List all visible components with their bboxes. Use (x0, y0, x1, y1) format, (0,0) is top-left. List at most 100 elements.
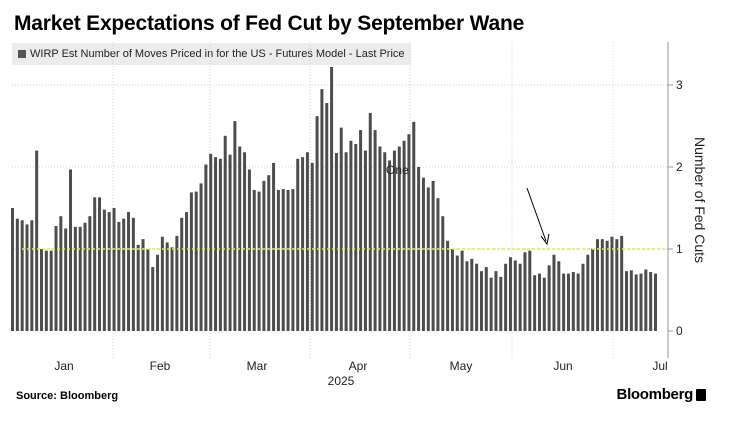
bar (518, 263, 522, 331)
legend: WIRP Est Number of Moves Priced in for t… (12, 43, 411, 65)
bar (252, 189, 256, 331)
bar (455, 255, 459, 331)
bar (228, 154, 232, 331)
bar (136, 244, 140, 331)
y-tick-label: 2 (676, 160, 683, 174)
bar (175, 235, 179, 331)
bar (102, 209, 106, 331)
bar (180, 217, 184, 331)
bar (11, 208, 14, 331)
bar (402, 140, 406, 331)
bar (291, 189, 295, 331)
bar (141, 239, 145, 331)
bar (499, 276, 503, 331)
bar (214, 157, 218, 331)
y-axis-title: Number of Fed Cuts (692, 137, 708, 263)
bar (185, 212, 189, 331)
bar (267, 175, 271, 331)
bar (204, 164, 208, 331)
bar (73, 226, 77, 331)
x-tick-label: Feb (150, 359, 171, 373)
bar (25, 224, 29, 331)
bar (431, 180, 435, 331)
y-tick-label: 1 (676, 242, 683, 256)
bar (257, 191, 261, 331)
bar (199, 183, 203, 331)
bar (209, 153, 213, 331)
bar (262, 180, 266, 331)
bar (504, 263, 508, 331)
bar (112, 208, 116, 331)
bar (223, 135, 227, 331)
bar (586, 254, 590, 331)
bar (160, 236, 164, 331)
x-axis-ticks: Jan Feb Mar Apr May Jun Jul (54, 359, 667, 373)
bar (281, 189, 285, 331)
bar (412, 121, 416, 332)
bar (156, 254, 160, 331)
y-axis-ticks: 0 1 2 3 (668, 78, 683, 338)
bar (557, 261, 561, 331)
bar (421, 177, 425, 331)
bar (131, 217, 135, 331)
bar (276, 189, 280, 331)
bar (354, 144, 358, 331)
bar (170, 247, 174, 331)
bar (523, 252, 527, 331)
chart-title: Market Expectations of Fed Cut by Septem… (14, 12, 525, 35)
bar (475, 263, 479, 331)
x-tick-label: Mar (247, 359, 268, 373)
brand-mark-icon (696, 388, 706, 401)
bar (624, 271, 628, 331)
bar (562, 273, 566, 331)
bar (127, 212, 131, 331)
bar (576, 273, 580, 331)
x-axis-year-label: 2025 (328, 374, 355, 388)
y-tick-label: 3 (676, 78, 683, 92)
bar (547, 265, 551, 331)
bar (489, 277, 493, 331)
bar (581, 263, 585, 331)
bar (54, 226, 58, 331)
bar (98, 197, 102, 331)
bar (339, 127, 343, 331)
bar (368, 112, 372, 331)
legend-label: WIRP Est Number of Moves Priced in for t… (30, 48, 405, 60)
bar (49, 250, 53, 331)
bar (286, 189, 290, 331)
bar (301, 157, 305, 331)
bar (644, 269, 648, 331)
bar (88, 216, 92, 331)
source-note: Source: Bloomberg (16, 390, 119, 402)
x-tick-label: Apr (349, 359, 368, 373)
bar (83, 222, 87, 331)
bar (93, 197, 97, 331)
bar (243, 152, 247, 331)
bar (40, 249, 44, 331)
bar (315, 116, 319, 331)
bar (392, 150, 396, 331)
bar (305, 152, 309, 331)
bar (460, 250, 464, 331)
bar (117, 221, 121, 331)
bar (107, 212, 111, 331)
bar (595, 239, 599, 331)
bar (363, 150, 367, 331)
bar (649, 271, 653, 331)
bar (591, 249, 595, 331)
bar (605, 240, 609, 331)
legend-swatch (18, 50, 26, 58)
bar (344, 152, 348, 331)
bar (629, 270, 633, 331)
bar (479, 271, 483, 331)
annotation-arrow (526, 187, 550, 246)
bar (330, 66, 334, 332)
x-tick-label: Jul (652, 359, 667, 373)
bar (165, 242, 169, 331)
bar (654, 273, 657, 331)
bar (151, 267, 155, 331)
bar (320, 89, 324, 331)
bar (397, 146, 401, 331)
y-tick-label: 0 (676, 324, 683, 338)
